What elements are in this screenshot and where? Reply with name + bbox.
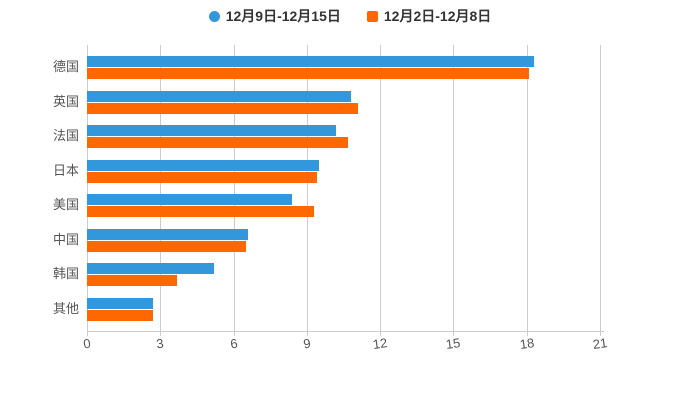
bar[interactable] [87, 68, 530, 80]
bar[interactable] [87, 297, 153, 309]
square-marker-icon [366, 10, 378, 22]
gridline [380, 45, 382, 331]
category-label: 德国 [52, 59, 79, 75]
legend-item-dec9-15[interactable]: 12月9日-12月15日 [208, 6, 341, 26]
x-tick-label: 9 [302, 335, 312, 352]
gridline [600, 45, 601, 331]
gridline [233, 45, 235, 331]
gridline [306, 45, 308, 331]
tick-mark [453, 331, 455, 336]
x-tick-label: 15 [445, 335, 462, 352]
tick-mark [87, 331, 88, 336]
gridline [526, 45, 528, 331]
bar[interactable] [87, 171, 317, 183]
gridline [87, 45, 88, 331]
x-tick-label: 6 [228, 335, 239, 352]
category-label: 韩国 [52, 266, 79, 282]
tick-mark [306, 331, 308, 336]
tick-mark [526, 331, 528, 336]
tick-mark [380, 331, 382, 336]
bar[interactable] [87, 275, 178, 287]
x-tick-label: 21 [591, 335, 609, 352]
bar[interactable] [87, 159, 320, 171]
legend-item-dec2-8[interactable]: 12月2日-12月8日 [366, 6, 492, 26]
bar[interactable] [87, 228, 249, 240]
bar[interactable] [87, 194, 293, 205]
circle-marker-icon [208, 10, 220, 22]
bar[interactable] [87, 90, 351, 102]
gridline [453, 45, 455, 331]
category-label: 日本 [52, 162, 79, 178]
legend: 12月9日-12月15日 12月2日-12月8日 [0, 6, 700, 26]
bar[interactable] [87, 125, 337, 136]
bar[interactable] [87, 263, 215, 274]
category-label: 法国 [52, 128, 79, 144]
bar[interactable] [87, 102, 359, 114]
legend-label: 12月9日-12月15日 [225, 8, 341, 24]
bar[interactable] [87, 137, 349, 149]
bar[interactable] [87, 56, 535, 67]
bar[interactable] [87, 309, 153, 321]
tick-mark [233, 331, 235, 336]
tick-mark [600, 331, 601, 336]
tick-mark [160, 331, 162, 336]
bar[interactable] [87, 240, 246, 252]
x-tick-label: 3 [155, 335, 165, 352]
x-tick-label: 0 [82, 335, 92, 352]
legend-label: 12月2日-12月8日 [383, 8, 492, 24]
x-tick-label: 12 [371, 335, 389, 352]
category-label: 美国 [52, 197, 79, 213]
x-axis-line [87, 331, 604, 332]
category-label: 中国 [52, 231, 79, 247]
category-label: 英国 [52, 93, 79, 109]
x-tick-label: 18 [518, 335, 535, 352]
bar[interactable] [87, 206, 315, 218]
category-label: 其他 [52, 300, 79, 316]
gridline [160, 45, 162, 331]
